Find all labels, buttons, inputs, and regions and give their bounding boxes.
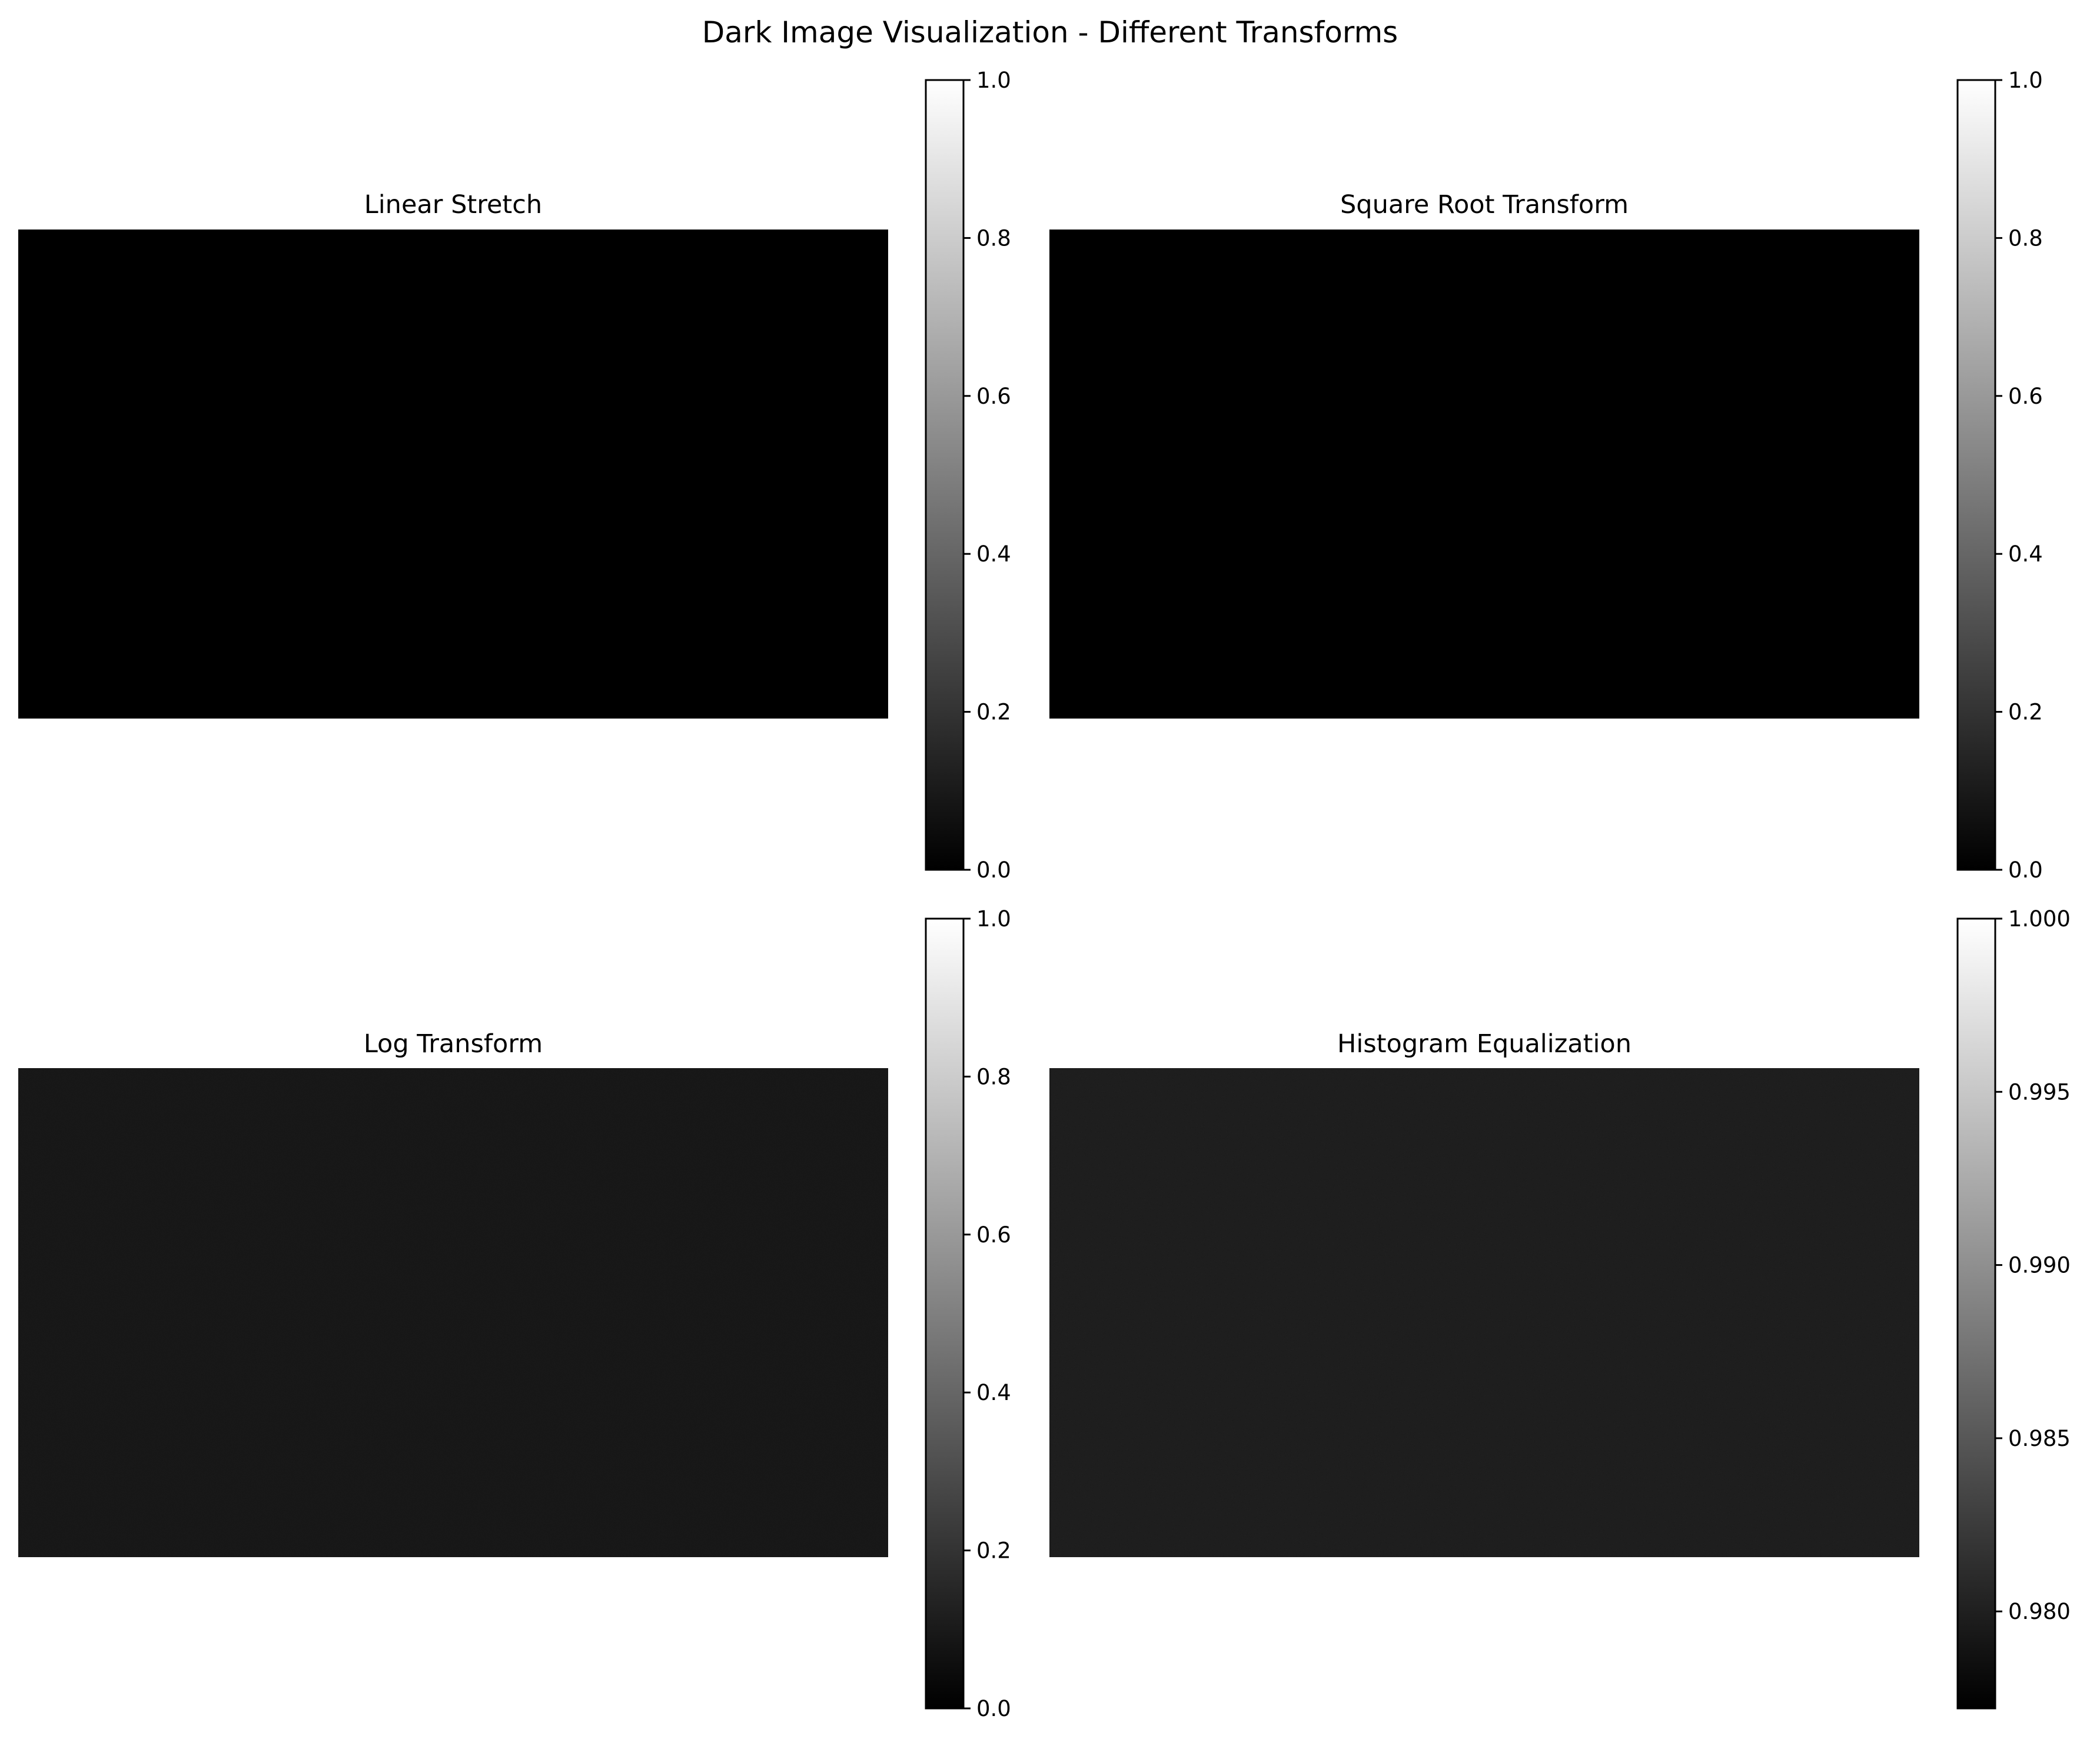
colorbar-ticks: 0.0 0.2 0.4 0.6 0.8 1.0 <box>963 68 1011 883</box>
colorbar-gradient <box>925 79 965 871</box>
image-area <box>1049 230 1919 719</box>
panel-title: Histogram Equalization <box>1337 1029 1632 1059</box>
panel-title: Square Root Transform <box>1340 190 1629 220</box>
colorbar-gradient <box>1956 79 1996 871</box>
colorbar-tick-label: 0.0 <box>976 1696 1011 1721</box>
colorbar-tick-label: 0.0 <box>976 857 1011 883</box>
colorbar-tick-label: 0.6 <box>2008 384 2043 409</box>
colorbar-ticks: 0.0 0.2 0.4 0.6 0.8 1.0 <box>963 906 1011 1721</box>
panel-histogram-equalization: Histogram Equalization 0.9800.9850.9900.… <box>1049 906 2071 1710</box>
panel-log-transform: Log Transform 0.0 0.2 0.4 0.6 0.8 1.0 <box>18 906 1011 1721</box>
colorbar-tick-label: 0.2 <box>2008 700 2043 725</box>
panel-title: Log Transform <box>364 1029 543 1059</box>
colorbar: 0.980 0.985 0.990 0.995 1.000 <box>1956 906 2071 1710</box>
colorbar-tick-label: 0.8 <box>976 225 1011 251</box>
colorbar-tick-label: 0.2 <box>976 1538 1011 1564</box>
colorbar-tick-label: 0.4 <box>976 1380 1011 1405</box>
image-noise <box>18 1068 888 1557</box>
colorbar-ticks: 0.980 0.985 0.990 0.995 1.000 <box>1995 906 2071 1624</box>
colorbar: 0.0 0.2 0.4 0.6 0.8 1.0 <box>925 906 1011 1721</box>
image-noise <box>1049 1068 1919 1557</box>
figure-title: Dark Image Visualization - Different Tra… <box>702 15 1398 49</box>
colorbar-tick-label: 0.6 <box>976 1222 1011 1248</box>
colorbar-tick-label: 0.8 <box>2008 225 2043 251</box>
colorbar-tick-label: 0.995 <box>2008 1079 2071 1105</box>
colorbar-tick-label: 0.6 <box>976 384 1011 409</box>
colorbar-tick-label: 0.980 <box>2008 1599 2071 1624</box>
colorbar-ticks: 0.0 0.2 0.4 0.6 0.8 1.0 <box>1995 68 2043 883</box>
colorbar-tick-label: 0.2 <box>976 700 1011 725</box>
colorbar-tick-label: 1.0 <box>976 68 1011 93</box>
colorbar-tick-label: 1.000 <box>2008 906 2071 932</box>
colorbar-tick-label: 0.4 <box>976 541 1011 567</box>
panel-square-root-transform: Square Root Transform 0.0 0.2 0.4 0.6 0.8 1.0 <box>1049 68 2043 883</box>
colorbar-tick-label: 0.990 <box>2008 1253 2071 1278</box>
colorbar: 0.0 0.2 0.4 0.6 0.8 1.0 <box>925 68 1011 883</box>
colorbar-tick-label: 0.8 <box>976 1064 1011 1089</box>
colorbar-tick-label: 0.0 <box>2008 857 2043 883</box>
colorbar-tick-label: 1.0 <box>2008 68 2043 93</box>
panel-title: Linear Stretch <box>364 190 542 220</box>
colorbar: 0.0 0.2 0.4 0.6 0.8 1.0 <box>1956 68 2043 883</box>
colorbar-tick-label: 0.985 <box>2008 1426 2071 1451</box>
panel-linear-stretch: Linear Stretch 0.0 0.2 0.4 0.6 0.8 1.0 <box>18 68 1011 883</box>
colorbar-tick-label: 1.0 <box>976 906 1011 932</box>
colorbar-gradient <box>925 917 965 1710</box>
colorbar-tick-label: 0.4 <box>2008 541 2043 567</box>
colorbar-gradient <box>1956 917 1996 1710</box>
image-area <box>18 230 888 719</box>
